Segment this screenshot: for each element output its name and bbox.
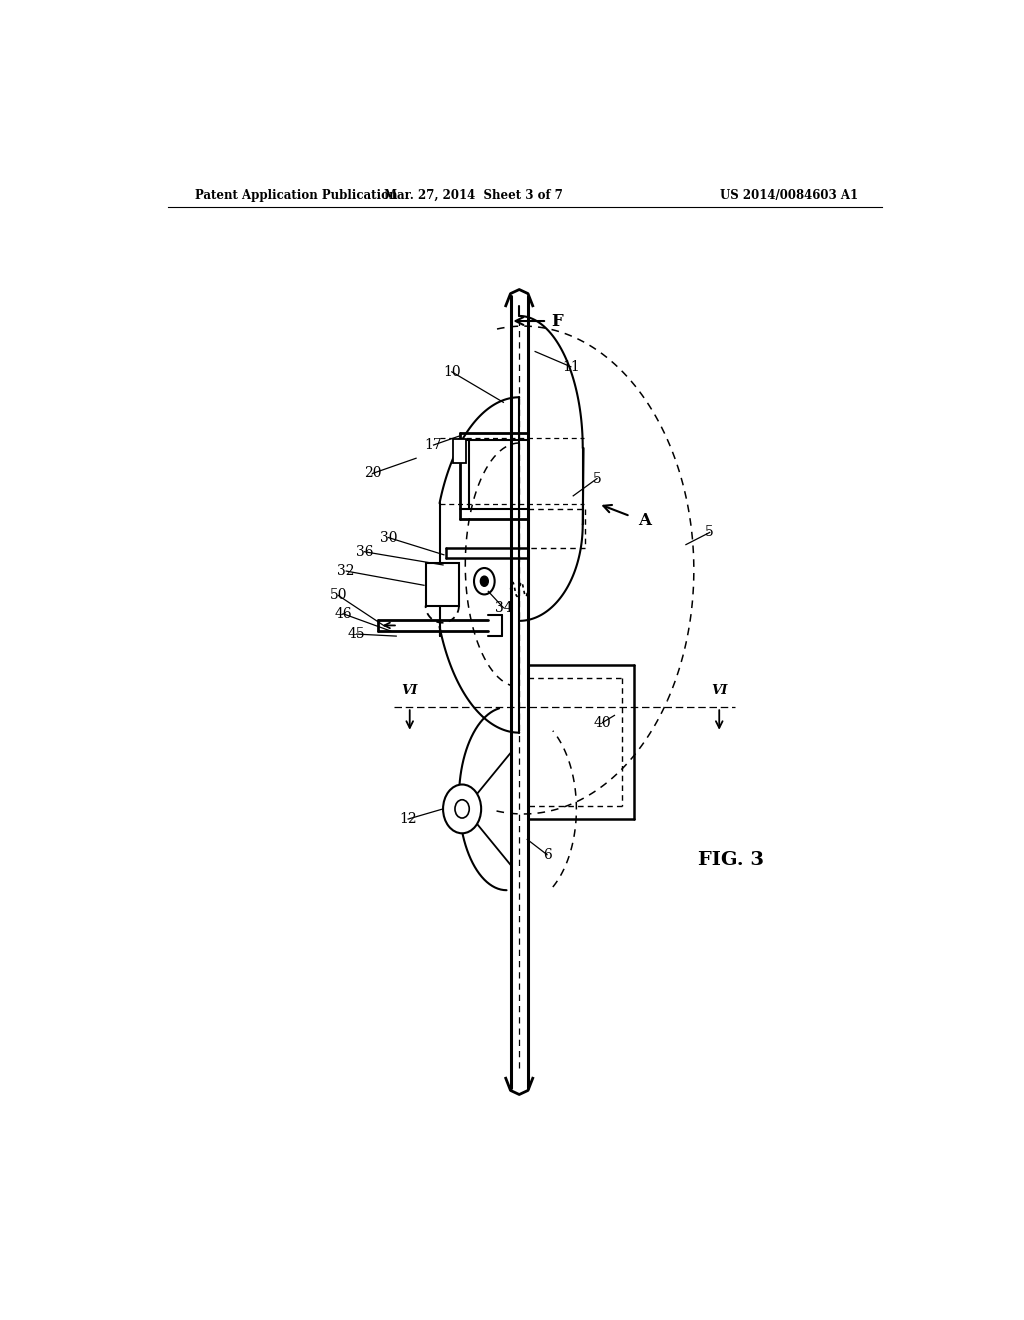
Text: 34: 34 xyxy=(495,601,512,615)
Text: 17: 17 xyxy=(425,438,442,451)
Text: VI: VI xyxy=(711,684,727,697)
Text: F: F xyxy=(551,313,563,330)
Text: VI: VI xyxy=(401,684,418,697)
Text: 40: 40 xyxy=(594,715,611,730)
Text: 11: 11 xyxy=(562,360,580,374)
Text: 6: 6 xyxy=(543,847,551,862)
Text: 32: 32 xyxy=(338,564,355,578)
Circle shape xyxy=(480,576,488,586)
Text: 5: 5 xyxy=(593,471,601,486)
Bar xyxy=(454,440,466,463)
Circle shape xyxy=(474,568,495,594)
Bar xyxy=(426,562,459,606)
Text: 45: 45 xyxy=(348,627,366,642)
Text: Patent Application Publication: Patent Application Publication xyxy=(196,189,398,202)
Text: 30: 30 xyxy=(380,531,397,545)
Text: 5: 5 xyxy=(706,525,714,540)
Text: Mar. 27, 2014  Sheet 3 of 7: Mar. 27, 2014 Sheet 3 of 7 xyxy=(384,189,562,202)
Text: 20: 20 xyxy=(364,466,381,480)
Text: A: A xyxy=(638,512,651,529)
Text: 50: 50 xyxy=(330,589,347,602)
Text: 46: 46 xyxy=(334,607,352,620)
Text: 12: 12 xyxy=(399,812,417,826)
Text: FIG. 3: FIG. 3 xyxy=(698,850,764,869)
Text: 36: 36 xyxy=(355,545,373,558)
Text: US 2014/0084603 A1: US 2014/0084603 A1 xyxy=(720,189,858,202)
Circle shape xyxy=(443,784,481,833)
Text: 10: 10 xyxy=(443,364,461,379)
